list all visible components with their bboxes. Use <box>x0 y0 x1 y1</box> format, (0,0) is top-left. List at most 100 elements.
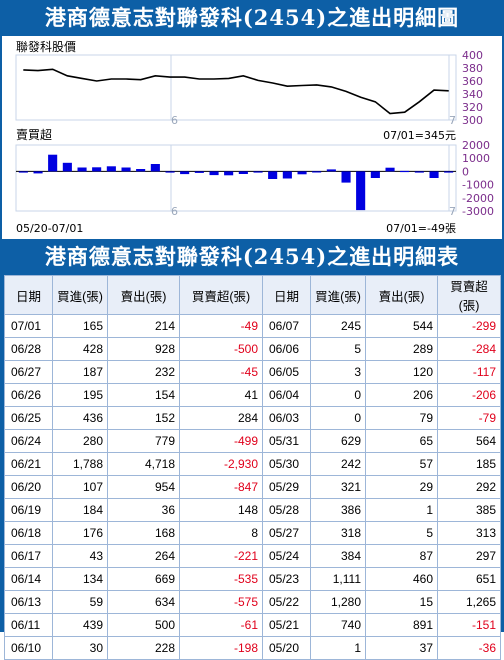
table-row: 06/10 30 228 -198 05/20 1 37 -36 <box>4 636 501 660</box>
cell-buy: 5 <box>310 337 366 361</box>
cell-sell: 228 <box>107 636 180 660</box>
cell-buy: 245 <box>310 314 366 338</box>
net-bar <box>224 171 234 176</box>
cell-buy: 384 <box>310 544 366 568</box>
cell-sell: 57 <box>365 452 438 476</box>
net-bar <box>400 170 410 173</box>
net-grid-mark-end: 7 <box>449 205 456 218</box>
net-bar <box>370 171 380 178</box>
net-grid <box>15 144 457 212</box>
price-tick-label: 360 <box>462 75 483 88</box>
table-header-row: 日期 買進(張) 賣出(張) 買賣超(張) 日期 買進(張) 賣出(張) 買賣超… <box>4 275 501 315</box>
cell-buy: 0 <box>310 383 366 407</box>
cell-net: 385 <box>437 498 501 522</box>
header-date: 日期 <box>262 275 311 315</box>
cell-buy: 187 <box>52 360 108 384</box>
cell-sell: 154 <box>107 383 180 407</box>
price-right-label: 07/01=345元 <box>383 129 456 142</box>
table-row: 06/18 176 168 8 05/27 318 5 313 <box>4 521 501 545</box>
header-sell: 賣出(張) <box>365 275 438 315</box>
cell-buy: 318 <box>310 521 366 545</box>
table-body: 07/01 165 214 -49 06/07 245 544 -299 06/28 428 928… <box>4 314 501 660</box>
table-title: 港商德意志對聯發科(2454)之進出明細表 <box>0 239 504 275</box>
cell-sell: 15 <box>365 590 438 614</box>
cell-date: 06/17 <box>4 544 53 568</box>
cell-net: 148 <box>179 498 263 522</box>
cell-sell: 954 <box>107 475 180 499</box>
cell-net: 1,265 <box>437 590 501 614</box>
chart-panel: 400 380 360 340 320 300 2000 1000 0 -1000 -2000 -3… <box>0 36 504 239</box>
cell-buy: 134 <box>52 567 108 591</box>
cell-net: -2,930 <box>179 452 263 476</box>
price-tick-label: 400 <box>462 49 483 62</box>
net-chart-label: 賣買超 <box>16 127 52 142</box>
cell-buy: 165 <box>52 314 108 338</box>
cell-sell: 168 <box>107 521 180 545</box>
table-row: 06/13 59 634 -575 05/22 1,280 15 1,265 <box>4 590 501 614</box>
cell-net: 41 <box>179 383 263 407</box>
cell-buy: 629 <box>310 429 366 453</box>
net-bar <box>136 169 146 172</box>
cell-buy: 740 <box>310 613 366 637</box>
cell-sell: 87 <box>365 544 438 568</box>
cell-buy: 428 <box>52 337 108 361</box>
cell-buy: 0 <box>310 406 366 430</box>
price-line <box>23 68 449 115</box>
cell-date: 05/31 <box>262 429 311 453</box>
header-buy: 買進(張) <box>310 275 366 315</box>
table-row: 06/25 436 152 284 06/03 0 79 -79 <box>4 406 501 430</box>
cell-date: 06/25 <box>4 406 53 430</box>
trade-table: 日期 買進(張) 賣出(張) 買賣超(張) 日期 買進(張) 賣出(張) 買賣超… <box>4 275 501 660</box>
cell-net: -284 <box>437 337 501 361</box>
cell-sell: 5 <box>365 521 438 545</box>
net-bar <box>180 171 190 175</box>
cell-sell: 779 <box>107 429 180 453</box>
cell-date: 05/29 <box>262 475 311 499</box>
header-buy: 買進(張) <box>52 275 108 315</box>
cell-net: -575 <box>179 590 263 614</box>
net-plot-frame <box>15 144 457 212</box>
cell-date: 06/14 <box>4 567 53 591</box>
price-grid <box>15 54 457 121</box>
net-right-label: 07/01=-49張 <box>386 222 456 235</box>
cell-buy: 1,280 <box>310 590 366 614</box>
net-bar <box>356 171 366 211</box>
cell-net: -151 <box>437 613 501 637</box>
net-bar <box>209 171 219 176</box>
price-tick-label: 300 <box>462 114 483 127</box>
cell-net: -206 <box>437 383 501 407</box>
net-bar <box>92 167 102 172</box>
price-series <box>23 68 449 115</box>
cell-sell: 891 <box>365 613 438 637</box>
cell-date: 05/21 <box>262 613 311 637</box>
cell-buy: 1,111 <box>310 567 366 591</box>
cell-sell: 232 <box>107 360 180 384</box>
cell-date: 06/27 <box>4 360 53 384</box>
cell-sell: 500 <box>107 613 180 637</box>
table-row: 06/26 195 154 41 06/04 0 206 -206 <box>4 383 501 407</box>
table-row: 06/27 187 232 -45 06/05 3 120 -117 <box>4 360 501 384</box>
price-tick-label: 380 <box>462 62 483 75</box>
table-row: 06/20 107 954 -847 05/29 321 29 292 <box>4 475 501 499</box>
net-bar <box>414 171 424 173</box>
header-net: 買賣超(張) <box>179 275 263 315</box>
cell-sell: 289 <box>365 337 438 361</box>
cell-date: 06/18 <box>4 521 53 545</box>
cell-date: 06/05 <box>262 360 311 384</box>
cell-net: -79 <box>437 406 501 430</box>
net-bar <box>312 171 322 173</box>
net-bar <box>194 171 204 173</box>
net-tick-label: -3000 <box>462 205 494 218</box>
cell-net: -535 <box>179 567 263 591</box>
cell-net: 292 <box>437 475 501 499</box>
cell-net: -61 <box>179 613 263 637</box>
net-bar <box>150 164 160 172</box>
cell-net: -847 <box>179 475 263 499</box>
cell-net: 297 <box>437 544 501 568</box>
cell-date: 05/22 <box>262 590 311 614</box>
cell-date: 06/07 <box>262 314 311 338</box>
net-bar <box>165 171 175 173</box>
cell-sell: 264 <box>107 544 180 568</box>
header-date: 日期 <box>4 275 53 315</box>
